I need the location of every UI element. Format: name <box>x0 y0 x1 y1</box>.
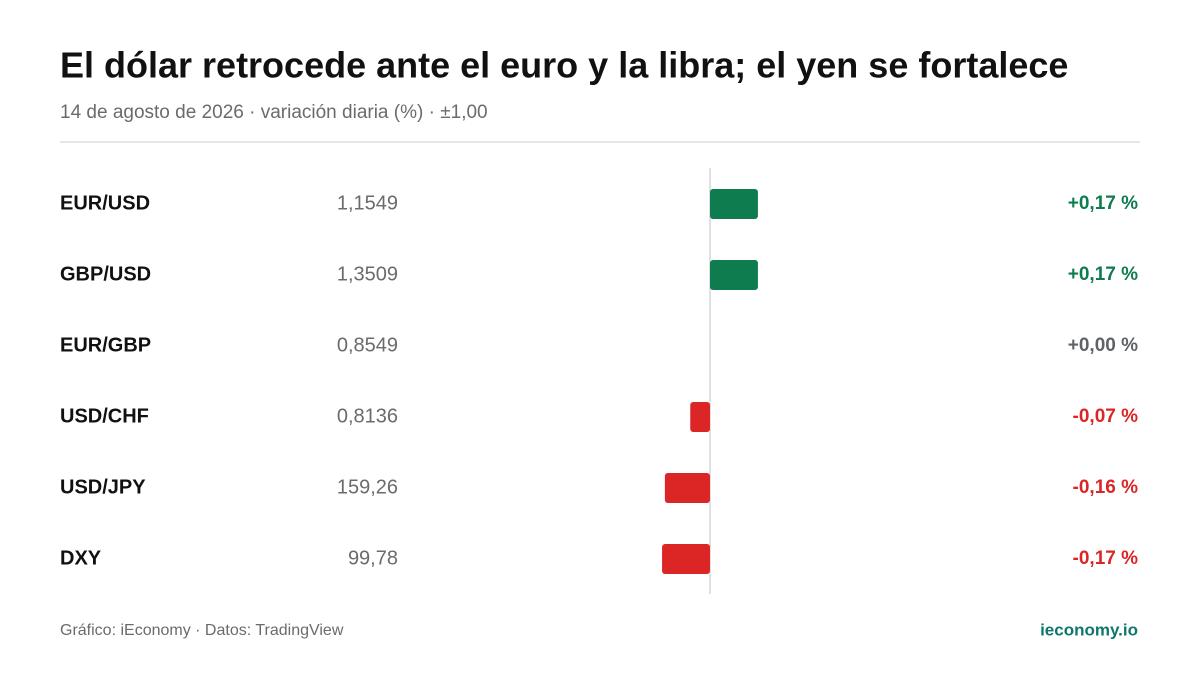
pair-label: USD/CHF <box>60 405 149 427</box>
source: Gráfico: iEconomy · Datos: TradingView <box>60 622 344 639</box>
bar <box>710 189 758 219</box>
pair-label: EUR/GBP <box>60 334 151 356</box>
rate: 0,8549 <box>337 334 398 356</box>
bar <box>664 473 710 503</box>
rate: 159,26 <box>337 476 398 498</box>
value-label: -0,16 % <box>1073 477 1139 498</box>
value-label: +0,00 % <box>1068 335 1138 356</box>
value-label: -0,17 % <box>1073 548 1139 569</box>
pair-label: EUR/USD <box>60 192 150 214</box>
brand: ieconomy.io <box>1040 620 1138 639</box>
rate: 99,78 <box>348 547 398 569</box>
pair-label: GBP/USD <box>60 263 151 285</box>
rate: 1,1549 <box>337 192 398 214</box>
rate: 0,8136 <box>337 405 398 427</box>
value-label: -0,07 % <box>1073 406 1139 427</box>
chart-title: El dólar retrocede ante el euro y la lib… <box>60 45 1068 86</box>
pair-label: USD/JPY <box>60 476 146 498</box>
bar <box>690 402 710 432</box>
value-label: +0,17 % <box>1068 193 1138 214</box>
bar <box>710 260 758 290</box>
value-label: +0,17 % <box>1068 264 1138 285</box>
pair-label: DXY <box>60 547 102 569</box>
rate: 1,3509 <box>337 263 398 285</box>
bar <box>662 544 710 574</box>
chart-subtitle: 14 de agosto de 2026 · variación diaria … <box>60 102 488 123</box>
